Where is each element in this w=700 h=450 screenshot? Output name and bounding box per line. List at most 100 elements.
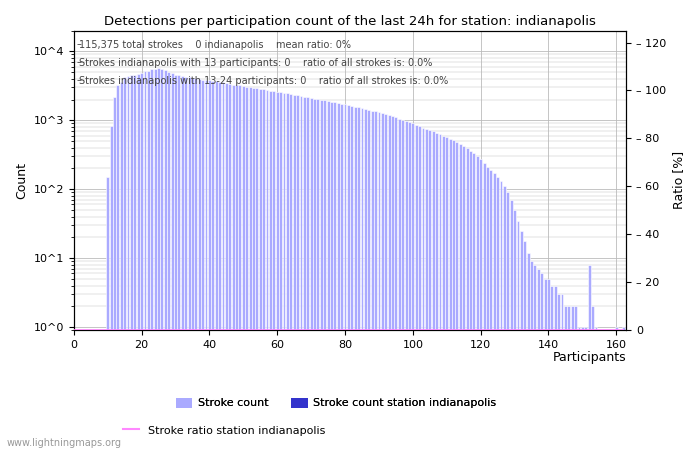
- Bar: [245, 87, 248, 450]
- Bar: [303, 97, 306, 450]
- Bar: [83, 338, 85, 450]
- Bar: [351, 106, 354, 450]
- Bar: [204, 80, 207, 450]
- Bar: [605, 338, 608, 450]
- Bar: [252, 88, 255, 450]
- Bar: [496, 177, 499, 450]
- Bar: [561, 294, 564, 450]
- Bar: [371, 111, 374, 450]
- Bar: [76, 338, 78, 450]
- Bar: [320, 100, 323, 450]
- Bar: [537, 269, 540, 450]
- Bar: [116, 86, 119, 450]
- Bar: [113, 97, 116, 450]
- Bar: [584, 327, 587, 450]
- Bar: [540, 274, 543, 450]
- Bar: [360, 108, 363, 450]
- Bar: [228, 84, 231, 450]
- Legend: Stroke count, Stroke count station indianapolis: Stroke count, Stroke count station india…: [172, 393, 500, 413]
- Bar: [248, 87, 251, 450]
- Bar: [452, 140, 455, 450]
- Bar: [486, 167, 489, 450]
- Bar: [130, 75, 133, 450]
- Bar: [398, 118, 400, 450]
- Bar: [533, 265, 536, 450]
- Bar: [357, 108, 360, 450]
- Bar: [147, 71, 150, 450]
- Bar: [374, 112, 377, 450]
- Bar: [405, 121, 407, 450]
- Bar: [489, 170, 492, 450]
- Bar: [232, 85, 235, 450]
- Bar: [110, 126, 113, 450]
- Bar: [309, 98, 313, 450]
- Bar: [316, 99, 319, 450]
- Bar: [120, 82, 122, 450]
- Bar: [160, 69, 163, 450]
- Bar: [568, 306, 570, 450]
- Bar: [259, 89, 262, 450]
- Bar: [103, 338, 106, 450]
- Bar: [211, 81, 214, 450]
- Bar: [412, 123, 414, 450]
- Bar: [171, 73, 174, 450]
- Text: Strokes indianapolis with 13 participants: 0    ratio of all strokes is: 0.0%: Strokes indianapolis with 13 participant…: [79, 58, 433, 68]
- Bar: [300, 96, 302, 450]
- Bar: [415, 125, 418, 450]
- Bar: [432, 131, 435, 450]
- Bar: [421, 128, 424, 450]
- Bar: [557, 294, 560, 450]
- Bar: [293, 94, 295, 450]
- Bar: [354, 107, 357, 450]
- Bar: [449, 139, 452, 450]
- Bar: [90, 338, 92, 450]
- Bar: [425, 129, 428, 450]
- Bar: [188, 77, 190, 450]
- Bar: [256, 88, 258, 450]
- Bar: [157, 68, 160, 450]
- Bar: [283, 93, 286, 450]
- Bar: [588, 265, 591, 450]
- Y-axis label: Ratio [%]: Ratio [%]: [672, 151, 685, 209]
- Text: 115,375 total strokes    0 indianapolis    mean ratio: 0%: 115,375 total strokes 0 indianapolis mea…: [79, 40, 351, 50]
- Bar: [480, 159, 482, 450]
- Bar: [395, 117, 398, 450]
- Bar: [401, 120, 404, 450]
- Bar: [493, 173, 496, 450]
- Bar: [86, 338, 89, 450]
- Bar: [391, 117, 394, 450]
- Bar: [106, 177, 109, 450]
- Bar: [482, 163, 486, 450]
- Bar: [526, 253, 530, 450]
- Bar: [296, 95, 299, 450]
- Bar: [456, 142, 458, 450]
- Bar: [581, 327, 584, 450]
- Bar: [476, 156, 479, 450]
- Bar: [547, 279, 550, 450]
- Text: –: –: [76, 76, 81, 86]
- Bar: [574, 306, 577, 450]
- Bar: [510, 200, 512, 450]
- Bar: [428, 130, 431, 450]
- Bar: [598, 338, 601, 450]
- Bar: [167, 72, 170, 450]
- Text: Participants: Participants: [553, 351, 626, 364]
- Bar: [550, 286, 553, 450]
- Bar: [530, 261, 533, 450]
- Bar: [564, 306, 567, 450]
- Bar: [445, 137, 448, 450]
- Bar: [208, 80, 211, 450]
- Bar: [276, 92, 279, 450]
- Bar: [221, 82, 225, 450]
- Bar: [201, 80, 204, 450]
- Bar: [408, 122, 411, 450]
- Bar: [466, 148, 468, 450]
- Bar: [506, 192, 509, 450]
- Legend: Stroke ratio station indianapolis: Stroke ratio station indianapolis: [118, 420, 330, 440]
- Bar: [239, 86, 241, 450]
- Bar: [377, 112, 380, 450]
- Bar: [144, 72, 146, 450]
- Bar: [79, 338, 82, 450]
- Bar: [198, 79, 201, 450]
- Bar: [242, 86, 245, 450]
